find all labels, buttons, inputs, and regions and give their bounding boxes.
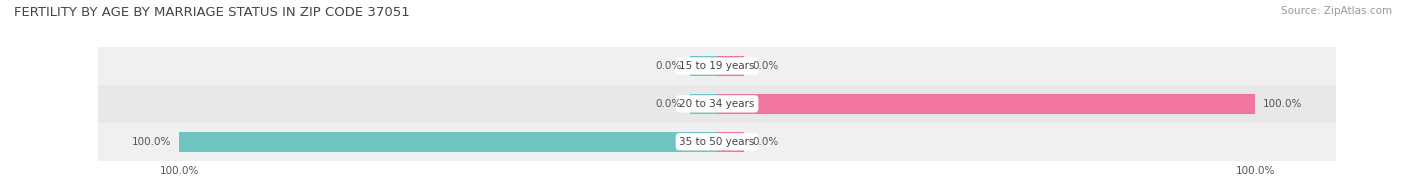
Bar bbox=[717, 94, 1256, 114]
Bar bbox=[179, 132, 717, 152]
Text: 0.0%: 0.0% bbox=[655, 61, 682, 71]
Bar bbox=[98, 47, 1336, 85]
Text: 0.0%: 0.0% bbox=[752, 137, 779, 147]
Text: 100.0%: 100.0% bbox=[1263, 99, 1302, 109]
Text: 20 to 34 years: 20 to 34 years bbox=[679, 99, 755, 109]
Bar bbox=[717, 56, 744, 76]
Text: Source: ZipAtlas.com: Source: ZipAtlas.com bbox=[1281, 6, 1392, 16]
Text: FERTILITY BY AGE BY MARRIAGE STATUS IN ZIP CODE 37051: FERTILITY BY AGE BY MARRIAGE STATUS IN Z… bbox=[14, 6, 409, 19]
Bar bbox=[98, 123, 1336, 161]
Text: 100.0%: 100.0% bbox=[132, 137, 172, 147]
Bar bbox=[717, 132, 744, 152]
Bar bbox=[98, 85, 1336, 123]
Text: 35 to 50 years: 35 to 50 years bbox=[679, 137, 755, 147]
Text: 0.0%: 0.0% bbox=[752, 61, 779, 71]
Bar bbox=[690, 94, 717, 114]
Text: 15 to 19 years: 15 to 19 years bbox=[679, 61, 755, 71]
Text: 0.0%: 0.0% bbox=[655, 99, 682, 109]
Bar bbox=[690, 56, 717, 76]
